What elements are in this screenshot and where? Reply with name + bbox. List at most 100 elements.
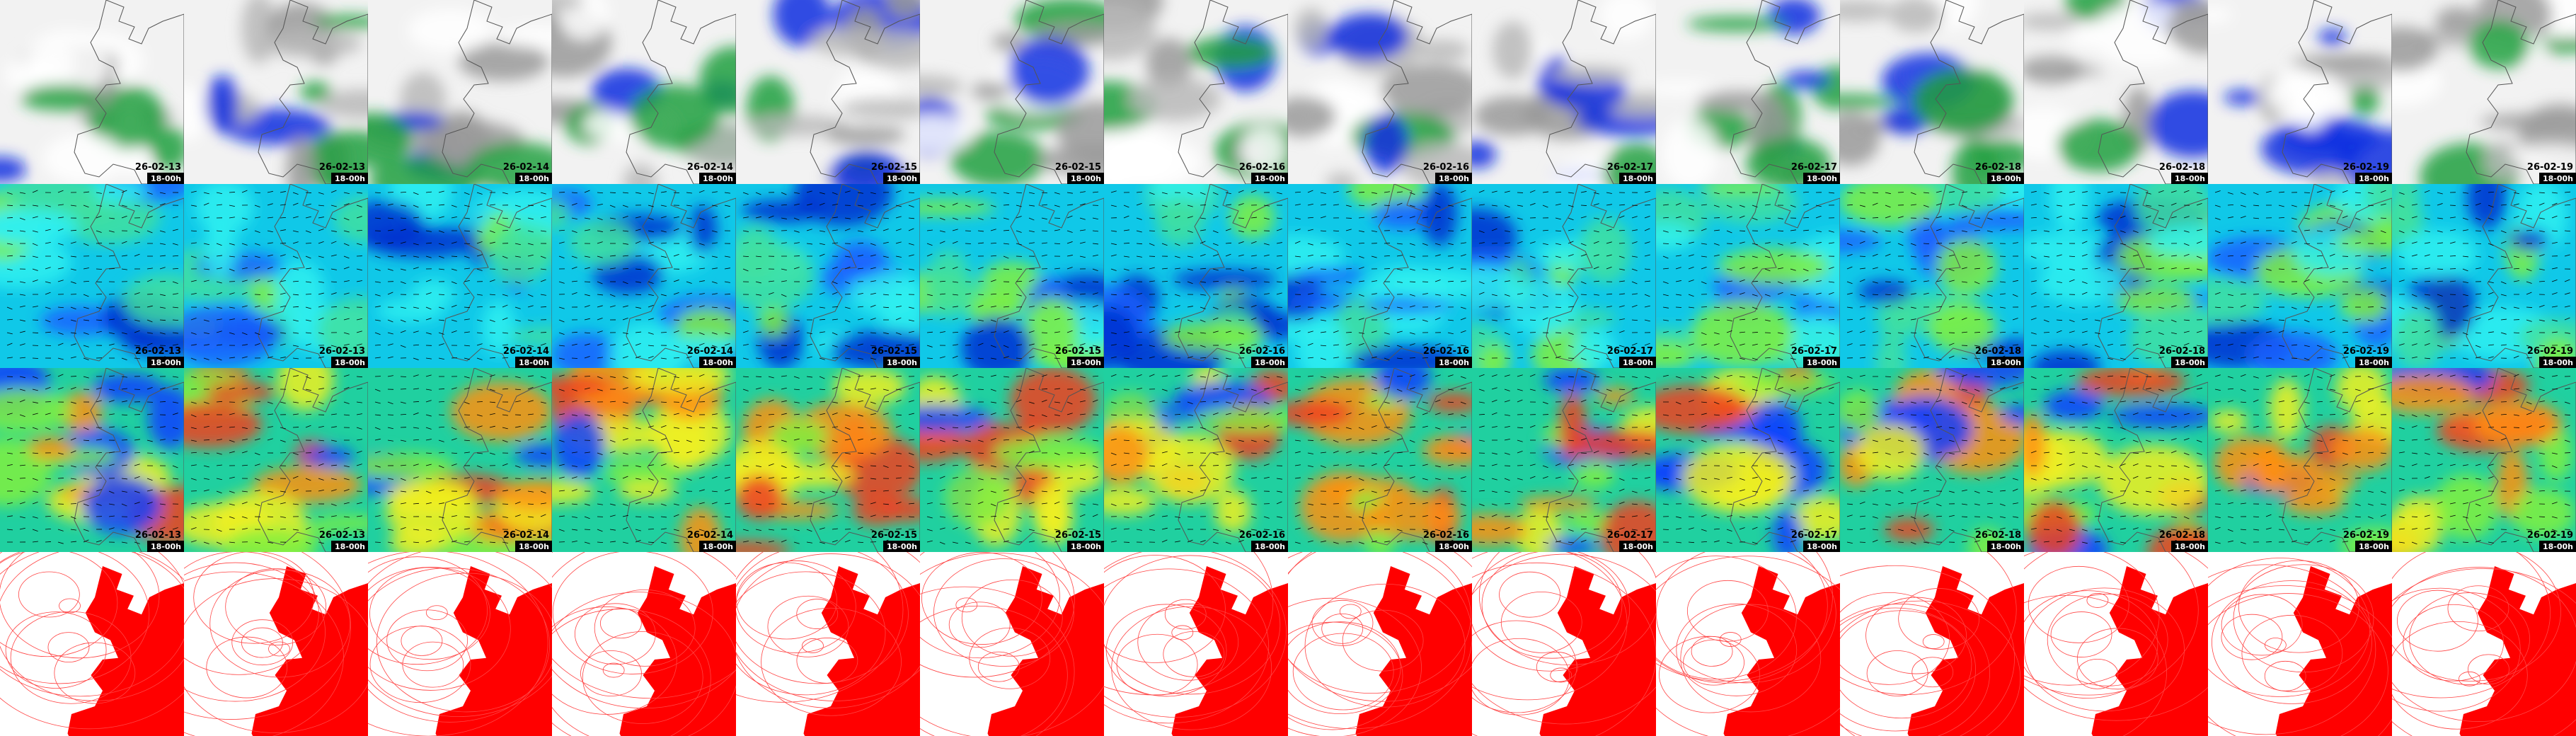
wind-arrow (622, 414, 628, 417)
wind-arrow (1948, 254, 1955, 257)
wind-arrow (1320, 357, 1326, 360)
wind-arrow (216, 357, 222, 361)
wind-arrow (781, 439, 787, 442)
wind-arrow (1110, 356, 1117, 359)
wind-arrow (241, 374, 248, 377)
wind-arrow (857, 255, 863, 257)
field-blob (451, 381, 552, 442)
wind-arrow (45, 319, 51, 323)
wind-arrow (1200, 376, 1206, 378)
wind-arrow (1174, 478, 1180, 481)
wind-arrow (514, 332, 521, 335)
wind-arrow (1986, 280, 1994, 282)
wind-arrow (267, 332, 273, 335)
date-label: 26-02-18 (1975, 162, 2021, 173)
wind-arrow (1897, 357, 1904, 361)
wind-arrow (2449, 280, 2456, 282)
wind-arrow (597, 255, 603, 258)
wind-arrow (1872, 202, 1878, 206)
wind-arrow (1263, 319, 1270, 323)
wind-arrow (1320, 319, 1326, 321)
wind-arrow (965, 412, 971, 415)
wind-arrow (134, 515, 140, 517)
field-blob (122, 273, 184, 326)
wind-arrow (1307, 357, 1313, 359)
wind-arrow (1187, 332, 1193, 335)
wind-arrow (413, 452, 419, 454)
wind-arrow (1910, 229, 1916, 231)
wind-arrow (609, 529, 616, 531)
wind-arrow (609, 205, 616, 208)
field-blob (1599, 0, 1654, 40)
wind-arrow (1739, 241, 1745, 244)
wind-arrow (540, 502, 546, 505)
wind-arrow (1250, 294, 1257, 297)
wind-arrow (425, 374, 432, 377)
wind-arrow (2030, 292, 2037, 295)
wind-arrow (1752, 332, 1759, 333)
field-blob (2031, 350, 2101, 368)
wind-arrow (1225, 541, 1231, 545)
wind-arrow (781, 280, 787, 282)
wind-arrow (2488, 331, 2494, 333)
wind-arrow (425, 332, 432, 335)
wind-arrow (609, 439, 616, 443)
wind-arrow (356, 216, 362, 219)
wind-arrow (2424, 330, 2430, 333)
wind-arrow (134, 464, 140, 466)
wind-arrow (32, 306, 38, 308)
wind-arrow (2253, 268, 2259, 270)
wind-arrow (229, 292, 235, 295)
wind-arrow (374, 294, 381, 297)
wind-arrow (1187, 268, 1193, 271)
wind-arrow (1872, 217, 1879, 219)
wind-arrow (476, 516, 483, 519)
wind-arrow (793, 217, 800, 221)
field-blob (1579, 217, 1631, 284)
wind-arrow (476, 230, 483, 233)
wind-arrow (698, 255, 705, 258)
wind-arrow (387, 478, 393, 480)
wind-arrow (1136, 489, 1142, 492)
wind-arrow (1662, 281, 1669, 284)
wind-arrow (742, 426, 749, 428)
wind-arrow (172, 281, 178, 284)
wind-arrow (926, 427, 933, 430)
wind-arrow (977, 304, 984, 308)
wind-arrow (857, 357, 863, 360)
wind-arrow (2158, 190, 2164, 193)
field-blob (1391, 268, 1472, 301)
wind-arrow (1200, 217, 1206, 219)
wind-arrow (1333, 305, 1339, 308)
wind-arrow (2462, 319, 2468, 321)
coastline (442, 0, 552, 184)
wind-arrow (558, 401, 565, 403)
wind-arrow (781, 489, 787, 492)
wind-arrow (425, 306, 432, 310)
field (184, 0, 368, 184)
wind-arrow (2081, 357, 2088, 360)
wind-arrow (1726, 255, 1732, 258)
wind-arrow (1307, 266, 1313, 270)
wind-arrow (400, 490, 406, 493)
wind-arrow (1447, 319, 1454, 321)
field-blob (1362, 297, 1454, 314)
wind-arrow (1739, 267, 1745, 270)
wind-arrow (216, 478, 222, 481)
wind-arrow (413, 427, 419, 429)
wind-arrow (159, 332, 166, 335)
wind-arrow (977, 357, 984, 360)
wind-arrow (2094, 319, 2100, 321)
field-blob (1840, 112, 1880, 166)
time-box (331, 541, 368, 552)
wind-arrow (540, 205, 546, 207)
wind-arrow (908, 413, 914, 415)
wind-arrow (1238, 450, 1244, 454)
wind-arrow (1079, 306, 1086, 308)
wind-arrow (514, 489, 521, 492)
wind-arrow (159, 319, 166, 321)
time-label: 18-00h (1071, 542, 1101, 551)
wind-arrow (622, 305, 628, 308)
wind-arrow (1434, 192, 1441, 195)
field (1656, 184, 1840, 368)
